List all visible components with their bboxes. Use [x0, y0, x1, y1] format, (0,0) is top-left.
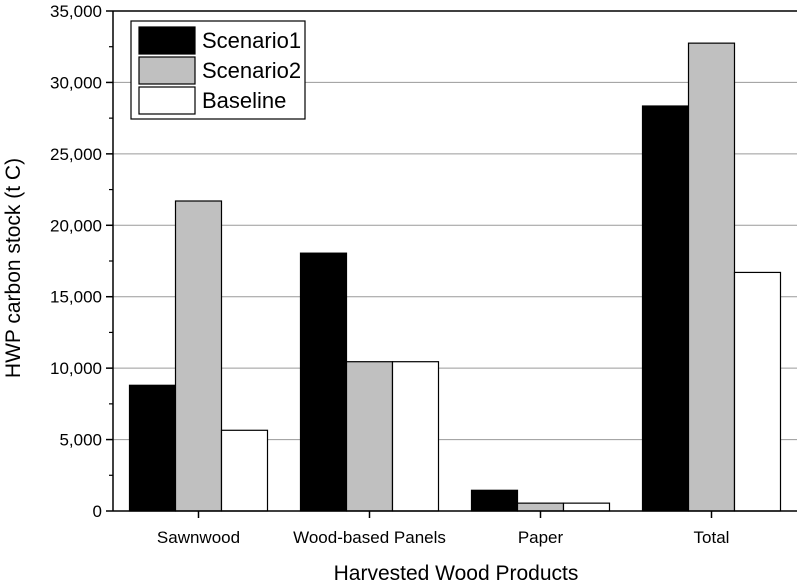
legend-label-baseline: Baseline — [202, 88, 286, 113]
y-tick-label: 30,000 — [50, 73, 102, 92]
y-axis-title: HWP carbon stock (t C) — [2, 158, 25, 378]
y-tick-label: 25,000 — [50, 145, 102, 164]
legend-label-scenario2: Scenario2 — [202, 58, 301, 83]
bar-baseline-total — [733, 271, 782, 512]
x-tick-label: Sawnwood — [157, 528, 240, 547]
legend-label-scenario1: Scenario1 — [202, 28, 301, 53]
bar-scenario2-paper — [516, 502, 565, 512]
legend: Scenario1 Scenario2 Baseline — [130, 20, 306, 120]
y-tick-label: 20,000 — [50, 216, 102, 235]
bar-baseline-wood-based-panels — [391, 361, 440, 512]
legend-swatch-scenario1 — [138, 26, 196, 55]
legend-swatch-scenario2 — [138, 56, 196, 85]
bar-scenario2-sawnwood — [174, 200, 223, 512]
y-tick-label: 0 — [93, 502, 102, 521]
bar-scenario2-total — [687, 42, 736, 512]
x-axis-ticks: Sawnwood Wood-based Panels Paper Total — [157, 511, 730, 547]
bar-scenario1-total — [641, 105, 690, 512]
y-axis-ticks: 0 5,000 10,000 15,000 20,000 25,000 30,000 35,0… — [50, 2, 113, 521]
bar-scenario2-wood-based-panels — [345, 361, 394, 512]
y-tick-label: 15,000 — [50, 288, 102, 307]
bar-baseline-paper — [562, 502, 611, 512]
y-tick-label: 10,000 — [50, 359, 102, 378]
legend-swatch-baseline — [138, 86, 196, 115]
x-tick-label: Paper — [518, 528, 564, 547]
x-tick-label: Wood-based Panels — [293, 528, 446, 547]
bar-scenario1-paper — [470, 489, 519, 512]
x-tick-label: Total — [694, 528, 730, 547]
bar-scenario1-sawnwood — [128, 384, 177, 512]
bars-group — [128, 42, 782, 512]
y-tick-label: 35,000 — [50, 2, 102, 21]
y-tick-label: 5,000 — [59, 431, 102, 450]
bar-baseline-sawnwood — [220, 429, 269, 512]
x-axis-title: Harvested Wood Products — [334, 562, 579, 585]
bar-scenario1-wood-based-panels — [299, 252, 348, 512]
